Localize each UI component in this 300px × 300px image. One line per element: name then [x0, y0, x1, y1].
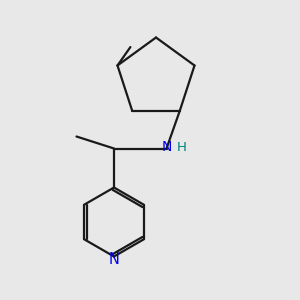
Text: N: N: [161, 140, 172, 154]
Text: H: H: [177, 141, 187, 154]
Text: N: N: [109, 252, 119, 267]
